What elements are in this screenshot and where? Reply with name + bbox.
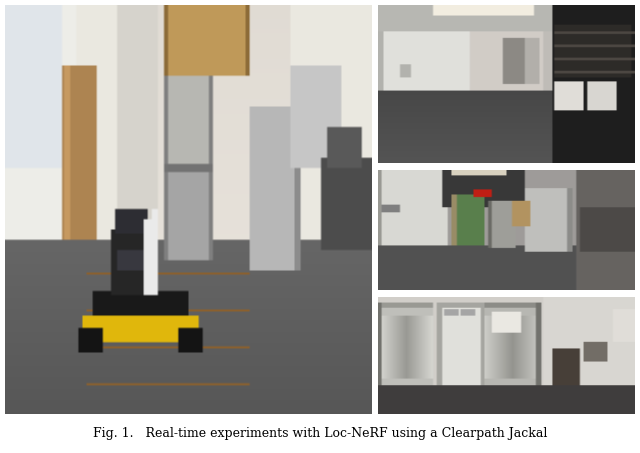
Text: Fig. 1.   Real-time experiments with Loc-NeRF using a Clearpath Jackal: Fig. 1. Real-time experiments with Loc-N…: [93, 427, 547, 440]
